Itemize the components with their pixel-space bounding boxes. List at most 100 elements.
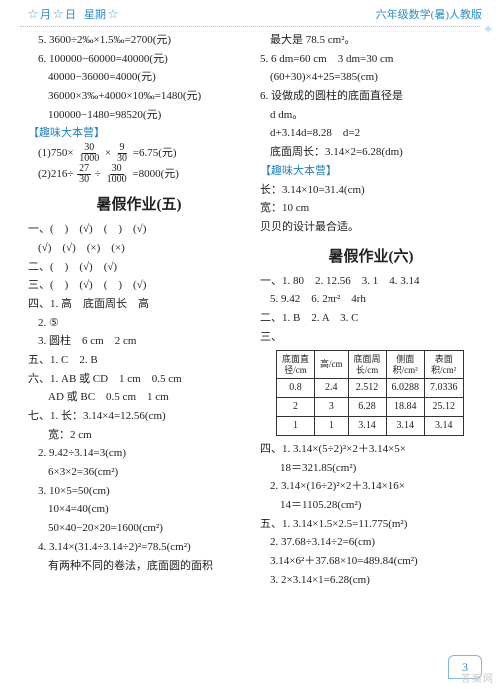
fraction: 301000 xyxy=(105,164,129,185)
text-line: 3. 2×3.14×1=6.28(cm) xyxy=(260,571,482,590)
fraction: 2730 xyxy=(77,164,91,185)
star-icon xyxy=(28,9,38,19)
text-line: 宽：10 cm xyxy=(260,199,482,218)
table-header: 高/cm xyxy=(315,351,349,379)
header-right: 六年级数学(暑)人教版 xyxy=(376,6,482,22)
text-line: 14＝1105.28(cm²) xyxy=(260,496,482,515)
table-row: 1 1 3.14 3.14 3.14 xyxy=(277,417,464,436)
table-header: 底面周长/cm xyxy=(348,351,386,379)
table-cell: 0.8 xyxy=(277,379,315,398)
data-table: 底面直径/cm 高/cm 底面周长/cm 侧面积/cm² 表面积/cm² 0.8… xyxy=(276,350,464,436)
text-line: 二、( ) (√) (√) xyxy=(28,258,250,277)
text-line: 5. 3600÷2‰×1.5‰=2700(元) xyxy=(28,31,250,50)
table-row: 0.8 2.4 2.512 6.0288 7.0336 xyxy=(277,379,464,398)
table-cell: 2.4 xyxy=(315,379,349,398)
table-cell: 6.28 xyxy=(348,398,386,417)
table-cell: 6.0288 xyxy=(386,379,425,398)
text-line: 五、1. C 2. B xyxy=(28,351,250,370)
text-line: AD 或 BC 0.5 cm 1 cm xyxy=(28,388,250,407)
day-label: 日 xyxy=(65,6,76,22)
table-header: 表面积/cm² xyxy=(425,351,464,379)
text-line: 七、1. 长：3.14×4=12.56(cm) xyxy=(28,407,250,426)
fragment: ÷ xyxy=(95,168,101,180)
section-title-5: 暑假作业(五) xyxy=(28,193,250,214)
table-cell: 2.512 xyxy=(348,379,386,398)
fraction: 930 xyxy=(115,143,129,164)
table-cell: 2 xyxy=(277,398,315,417)
left-column: 5. 3600÷2‰×1.5‰=2700(元) 6. 100000−60000=… xyxy=(28,31,250,590)
table-cell: 3.14 xyxy=(386,417,425,436)
table-cell: 18.84 xyxy=(386,398,425,417)
fragment: (2)216÷ xyxy=(38,168,73,180)
text-line: 3. 10×5=50(cm) xyxy=(28,482,250,501)
text-line: 40000−36000=4000(元) xyxy=(28,68,250,87)
table-cell: 7.0336 xyxy=(425,379,464,398)
text-line: 长：3.14×10=31.4(cm) xyxy=(260,181,482,200)
text-line: 六、1. AB 或 CD 1 cm 0.5 cm xyxy=(28,370,250,389)
table-cell: 1 xyxy=(315,417,349,436)
table-cell: 25.12 xyxy=(425,398,464,417)
table-header: 侧面积/cm² xyxy=(386,351,425,379)
content-columns: 5. 3600÷2‰×1.5‰=2700(元) 6. 100000−60000=… xyxy=(0,31,500,590)
text-line: 底面周长：3.14×2=6.28(dm) xyxy=(260,143,482,162)
text-line: 2. 3.14×(16÷2)²×2＋3.14×16× xyxy=(260,477,482,496)
text-line: 三、( ) (√) ( ) (√) xyxy=(28,276,250,295)
text-line: 18＝321.85(cm²) xyxy=(260,459,482,478)
text-line: 一、1. 80 2. 12.56 3. 1 4. 3.14 xyxy=(260,272,482,291)
text-line: 5. 9.42 6. 2πr² 4rh xyxy=(260,290,482,309)
text-line: 2. 37.68÷3.14÷2=6(cm) xyxy=(260,533,482,552)
text-line: 4. 3.14×(31.4÷3.14÷2)²=78.5(cm²) xyxy=(28,538,250,557)
deco-star-icon: ✦ xyxy=(482,22,494,39)
text-line: 2. 9.42÷3.14=3(cm) xyxy=(28,444,250,463)
text-line: 3. 圆柱 6 cm 2 cm xyxy=(28,332,250,351)
fragment: × xyxy=(105,147,111,159)
header-divider xyxy=(20,26,480,27)
fraction: 301000 xyxy=(77,143,101,164)
header-left: 月 日 星期 xyxy=(28,6,118,22)
text-line: 四、1. 3.14×(5÷2)²×2＋3.14×5× xyxy=(260,440,482,459)
text-line: 6. 100000−60000=40000(元) xyxy=(28,50,250,69)
text-line: d dm。 xyxy=(260,106,482,125)
text-line: (1)750× 301000 × 930 =6.75(元) xyxy=(28,143,250,164)
text-line: (2)216÷ 2730 ÷ 301000 =8000(元) xyxy=(28,164,250,185)
watermark: 答案网 xyxy=(461,670,494,685)
text-line: 10×4=40(cm) xyxy=(28,500,250,519)
text-line: 36000×3‰+4000×10‰=1480(元) xyxy=(28,87,250,106)
text-line: 3.14×6²＋37.68×10=489.84(cm²) xyxy=(260,552,482,571)
text-line: (√) (√) (×) (×) xyxy=(28,239,250,258)
camp-heading: 【趣味大本营】 xyxy=(260,162,482,181)
page-header: 月 日 星期 六年级数学(暑)人教版 xyxy=(0,0,500,24)
text-line: 6. 设做成的圆柱的底面直径是 xyxy=(260,87,482,106)
camp-heading: 【趣味大本营】 xyxy=(28,124,250,143)
fragment: =8000(元) xyxy=(132,168,179,180)
text-line: 6×3×2=36(cm²) xyxy=(28,463,250,482)
text-line: 2. ⑤ xyxy=(28,314,250,333)
text-line: 二、1. B 2. A 3. C xyxy=(260,309,482,328)
text-line: 一、( ) (√) ( ) (√) xyxy=(28,220,250,239)
table-cell: 3.14 xyxy=(348,417,386,436)
text-line: d+3.14d=8.28 d=2 xyxy=(260,124,482,143)
month-label: 月 xyxy=(40,6,51,22)
text-line: 三、 xyxy=(260,328,482,347)
fragment: (1)750× xyxy=(38,147,74,159)
table-header: 底面直径/cm xyxy=(277,351,315,379)
text-line: 最大是 78.5 cm²。 xyxy=(260,31,482,50)
text-line: 100000−1480=98520(元) xyxy=(28,106,250,125)
text-line: 贝贝的设计最合适。 xyxy=(260,218,482,237)
table-cell: 3.14 xyxy=(425,417,464,436)
star-icon xyxy=(53,9,63,19)
right-column: 最大是 78.5 cm²。 5. 6 dm=60 cm 3 dm=30 cm (… xyxy=(260,31,482,590)
weekday-label: 星期 xyxy=(84,6,106,22)
star-icon xyxy=(108,9,118,19)
text-line: 四、1. 高 底面周长 高 xyxy=(28,295,250,314)
fragment: =6.75(元) xyxy=(133,147,177,159)
table-cell: 3 xyxy=(315,398,349,417)
text-line: 50×40−20×20=1600(cm²) xyxy=(28,519,250,538)
table-row: 2 3 6.28 18.84 25.12 xyxy=(277,398,464,417)
text-line: (60+30)×4+25=385(cm) xyxy=(260,68,482,87)
text-line: 五、1. 3.14×1.5×2.5=11.775(m²) xyxy=(260,515,482,534)
text-line: 有两种不同的卷法，底面圆的面积 xyxy=(28,557,250,576)
section-title-6: 暑假作业(六) xyxy=(260,245,482,266)
text-line: 5. 6 dm=60 cm 3 dm=30 cm xyxy=(260,50,482,69)
text-line: 宽：2 cm xyxy=(28,426,250,445)
